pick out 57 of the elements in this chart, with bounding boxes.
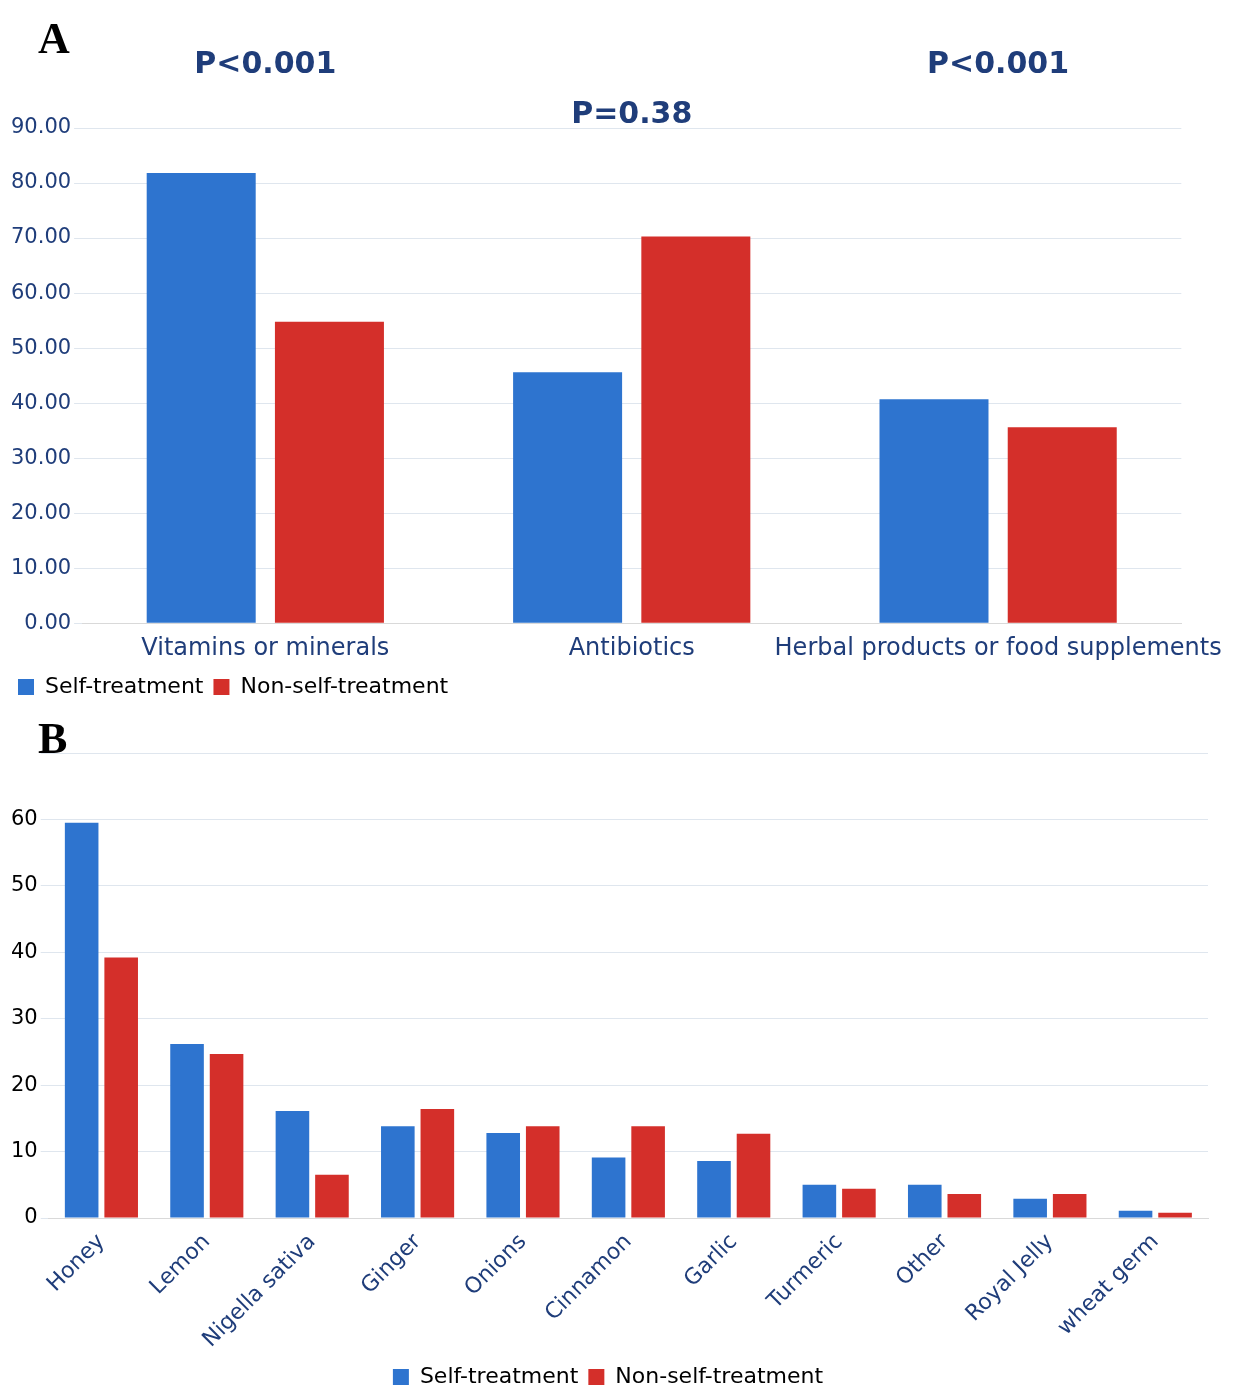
- bar: [1158, 1212, 1192, 1218]
- bar: [420, 1109, 455, 1218]
- y-tick-label: 30.00: [10, 444, 72, 469]
- bar: [1013, 1198, 1047, 1218]
- bar: [486, 1132, 521, 1218]
- bar: [631, 1126, 665, 1218]
- bar: [842, 1188, 876, 1218]
- y-tick-label: 80.00: [10, 169, 72, 194]
- y-tick-label: 30: [10, 1005, 38, 1030]
- legend-label: Self-treatment: [419, 1362, 579, 1388]
- y-tick-label: 60.00: [10, 279, 72, 304]
- y-tick-label: 50: [10, 872, 38, 897]
- bar: [146, 173, 256, 623]
- bar: [1052, 1194, 1087, 1218]
- bar: [1118, 1210, 1153, 1218]
- y-tick-label: 20: [10, 1071, 38, 1096]
- text: P<0.001: [927, 45, 1070, 80]
- bar: [525, 1126, 560, 1218]
- bar: [275, 1111, 310, 1218]
- bar: [591, 1157, 626, 1218]
- bar: [879, 399, 989, 623]
- y-tick-label: 10: [10, 1138, 38, 1163]
- bar: [170, 1043, 204, 1218]
- bar: [907, 1184, 942, 1218]
- bar: [736, 1133, 771, 1218]
- y-tick-label: 50.00: [10, 334, 72, 359]
- x-tick-label: Antibiotics: [568, 632, 695, 661]
- bar: [315, 1174, 349, 1218]
- y-tick-label: 40.00: [10, 389, 72, 414]
- bar: [641, 236, 751, 623]
- y-tick-label: 70.00: [10, 224, 72, 249]
- bar: [381, 1126, 415, 1218]
- y-tick-label: 0: [24, 1204, 38, 1229]
- bar: [104, 957, 138, 1218]
- legend-label: Non-self-treatment: [240, 672, 449, 698]
- legend-label: Self-treatment: [45, 672, 204, 698]
- bar: [513, 372, 623, 623]
- bar: [697, 1160, 731, 1218]
- bar: [274, 321, 384, 623]
- x-tick-label: Vitamins or minerals: [141, 632, 390, 661]
- y-tick-label: 90.00: [10, 114, 72, 139]
- y-tick-label: 40: [10, 938, 38, 963]
- bar: [802, 1184, 837, 1218]
- bar: [1007, 427, 1117, 623]
- y-tick-label: 10.00: [10, 554, 72, 579]
- bar: [947, 1194, 982, 1218]
- text: P<0.001: [194, 45, 337, 80]
- chart-title: A: [38, 14, 70, 64]
- chart-title: B: [38, 714, 68, 764]
- annotation: P=0.38: [571, 95, 693, 130]
- bar: [64, 822, 99, 1218]
- y-tick-label: 20.00: [10, 499, 72, 524]
- y-tick-label: 60: [10, 805, 38, 830]
- y-tick-label: 0.00: [24, 609, 72, 634]
- x-tick-label: Herbal products or food supplements: [774, 632, 1222, 661]
- legend-label: Non-self-treatment: [615, 1362, 824, 1388]
- bar: [209, 1053, 244, 1218]
